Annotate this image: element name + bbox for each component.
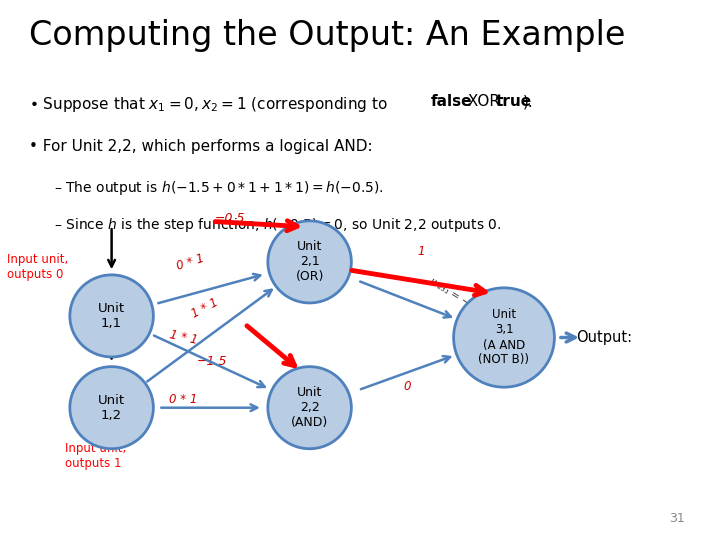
Text: Computing the Output: An Example: Computing the Output: An Example [29, 19, 625, 52]
Ellipse shape [268, 367, 351, 449]
Text: Input unit,
outputs 1: Input unit, outputs 1 [65, 442, 126, 470]
Text: 31: 31 [669, 512, 685, 525]
Text: – Since $h$ is the step function, $h(-0.5) = 0$, so Unit 2,2 outputs 0.: – Since $h$ is the step function, $h(-0.… [54, 216, 502, 234]
Text: w₂₃₁ = −1: w₂₃₁ = −1 [428, 276, 477, 312]
Text: 0 * 1: 0 * 1 [169, 393, 198, 406]
Text: −0.5: −0.5 [215, 212, 246, 225]
Text: Unit
2,1
(OR): Unit 2,1 (OR) [295, 240, 324, 284]
Text: ).: ). [523, 94, 534, 110]
Text: Unit
2,2
(AND): Unit 2,2 (AND) [291, 386, 328, 429]
Text: 0: 0 [403, 380, 410, 393]
Text: Input unit,
outputs 0: Input unit, outputs 0 [7, 253, 68, 281]
Text: – The output is $h(-1.5 + 0 * 1 + 1 * 1) = h(-0.5)$.: – The output is $h(-1.5 + 0 * 1 + 1 * 1)… [54, 179, 384, 197]
Text: Output:: Output: [576, 330, 632, 345]
Text: 1 * 1: 1 * 1 [168, 328, 199, 347]
Text: 0 * 1: 0 * 1 [175, 251, 207, 273]
Text: XOR: XOR [463, 94, 505, 110]
Text: Unit
3,1
(A AND
(NOT B)): Unit 3,1 (A AND (NOT B)) [479, 308, 529, 367]
Text: 1 * 1: 1 * 1 [189, 295, 221, 320]
Text: • For Unit 2,2, which performs a logical AND:: • For Unit 2,2, which performs a logical… [29, 139, 372, 154]
Ellipse shape [70, 367, 153, 449]
Ellipse shape [454, 288, 554, 387]
Text: Unit
1,2: Unit 1,2 [98, 394, 125, 422]
Text: false: false [431, 94, 472, 110]
Ellipse shape [70, 275, 153, 357]
Text: true: true [496, 94, 532, 110]
Text: −1.5: −1.5 [197, 355, 228, 368]
Ellipse shape [268, 221, 351, 303]
Text: • Suppose that $x_1 = 0, x_2 = 1$ (corresponding to: • Suppose that $x_1 = 0, x_2 = 1$ (corre… [29, 94, 388, 113]
Text: 1: 1 [418, 245, 425, 258]
Text: Unit
1,1: Unit 1,1 [98, 302, 125, 330]
